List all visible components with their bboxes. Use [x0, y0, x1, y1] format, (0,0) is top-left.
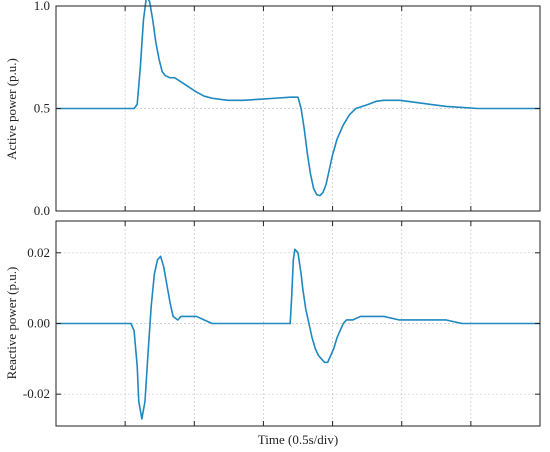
active-power-series-line	[56, 0, 540, 197]
active-power-y-axis-label: Active power (p.u.)	[4, 58, 19, 160]
reactive-power-series-line	[56, 248, 540, 420]
active-power-y-tick-label: 1.0	[34, 0, 50, 13]
time-x-axis-label: Time (0.5s/div)	[258, 432, 338, 447]
reactive-power-panel: -0.02 0.00 0.02 Reactive power (p.u.)	[4, 220, 541, 427]
reactive-power-ticks: -0.02 0.00 0.02	[23, 221, 540, 426]
reactive-power-y-tick-label: 0.02	[27, 245, 50, 260]
active-power-y-tick-label: 0.0	[34, 203, 50, 218]
active-power-panel: 0.0 0.5 1.0 Active power (p.u.)	[4, 0, 541, 218]
reactive-power-y-tick-label: -0.02	[23, 386, 50, 401]
active-power-ticks: 0.0 0.5 1.0	[34, 0, 540, 218]
active-power-y-tick-label: 0.5	[34, 101, 50, 116]
reactive-power-y-axis-label: Reactive power (p.u.)	[4, 267, 19, 380]
reactive-power-y-tick-label: 0.00	[27, 316, 50, 331]
